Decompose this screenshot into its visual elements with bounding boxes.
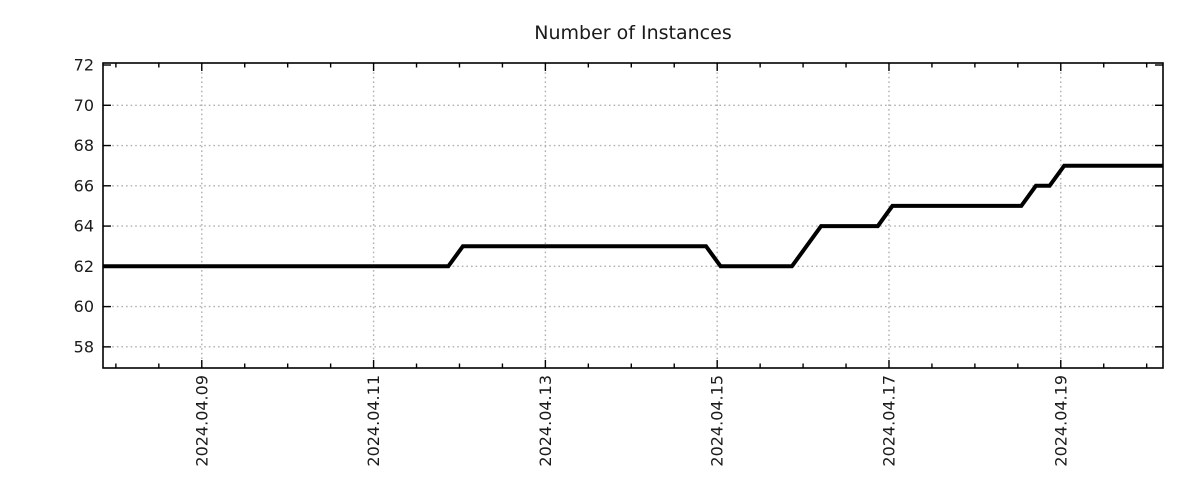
axes-and-ticks [102,62,1164,369]
y-tick-label: 68 [74,136,94,155]
y-tick-label: 60 [74,297,94,316]
data-series [103,163,1163,269]
y-tick-label: 70 [74,96,94,115]
gridlines [103,63,1163,368]
chart-title: Number of Instances [534,22,731,44]
y-tick-label: 58 [74,337,94,356]
x-tick-label: 2024.04.11 [364,375,383,467]
x-tick-label: 2024.04.09 [192,375,211,467]
y-tick-label: 64 [74,217,94,236]
y-tick-label: 66 [74,176,94,195]
y-tick-label: 72 [74,56,94,75]
x-tick-label: 2024.04.19 [1051,375,1070,467]
x-tick-label: 2024.04.17 [879,375,898,467]
axis-tick-labels: 58 60 62 64 66 68 70 72 2024.04.09 2024.04.11 2024… [74,56,1071,467]
x-tick-label: 2024.04.13 [536,375,555,467]
y-tick-label: 62 [74,257,94,276]
x-tick-label: 2024.04.15 [708,375,727,467]
